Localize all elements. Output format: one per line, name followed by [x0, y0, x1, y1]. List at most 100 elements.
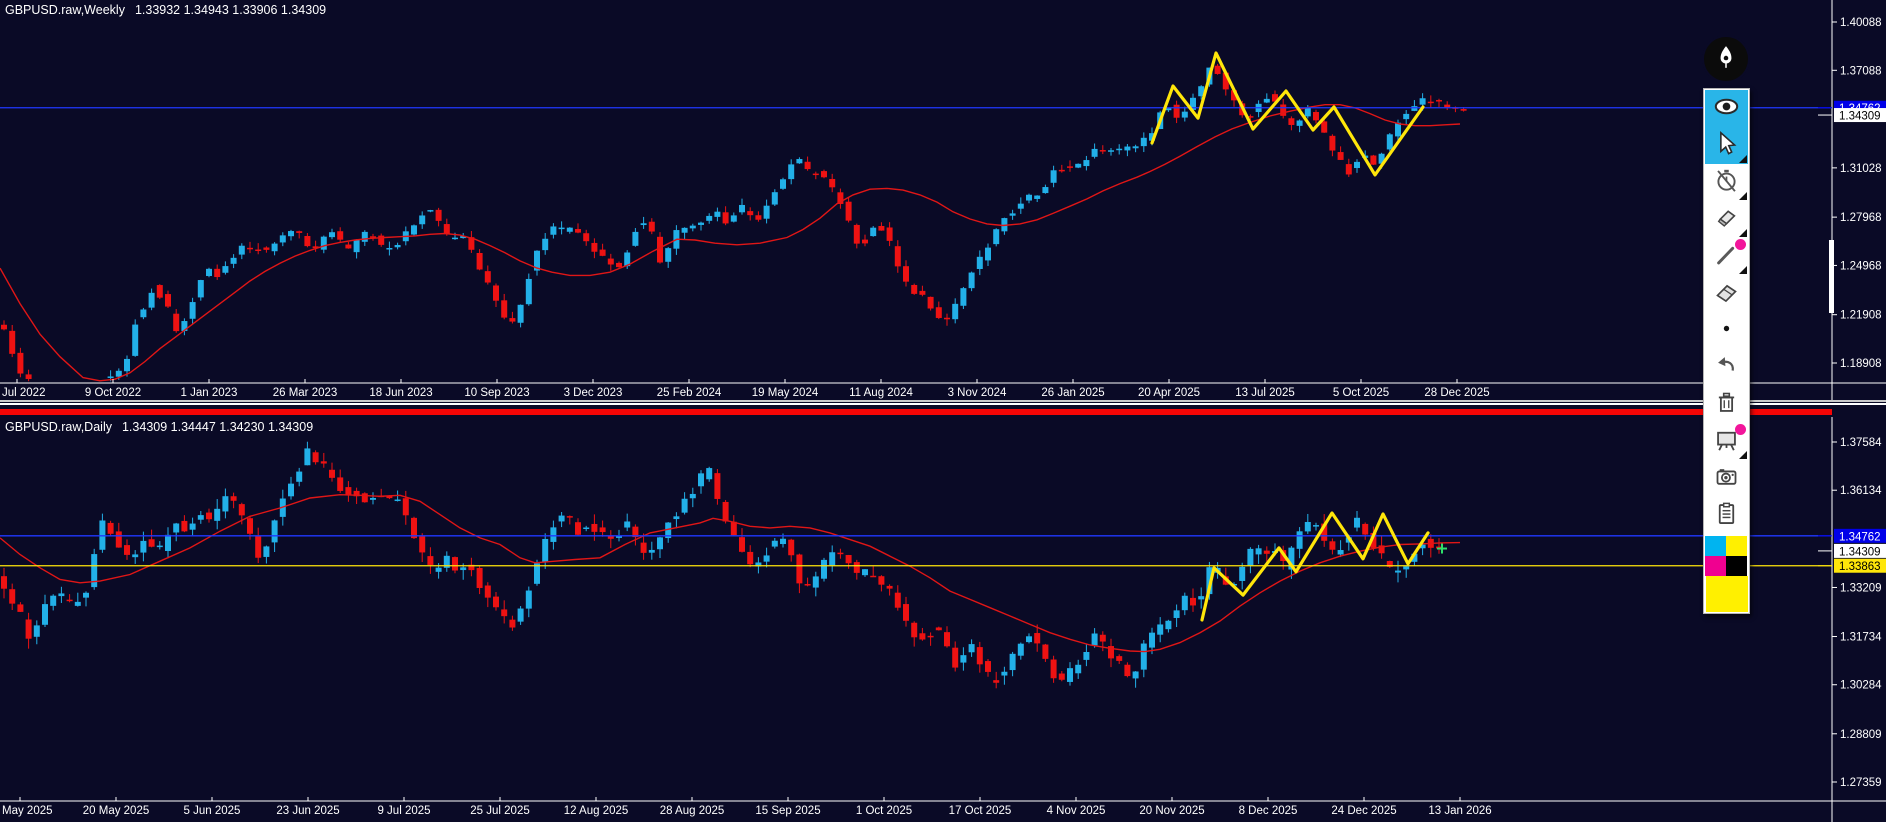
date-tick-label: 3 Nov 2024 — [948, 387, 1007, 399]
trash-icon — [1713, 389, 1740, 421]
active-color-swatch[interactable] — [1705, 576, 1748, 612]
date-tick-label: 3 Dec 2023 — [564, 387, 623, 399]
date-tick-label: 28 Dec 2025 — [1424, 387, 1489, 399]
date-tick-label: 5 Jun 2025 — [184, 805, 241, 817]
date-tick-label: 9 Jul 2025 — [377, 805, 430, 817]
chart-title-daily: GBPUSD.raw,Daily 1.34309 1.34447 1.34230 … — [5, 420, 313, 434]
pen-logo-button[interactable] — [1704, 37, 1748, 81]
candles-layer — [1, 441, 1442, 689]
clipboard-icon — [1713, 500, 1740, 532]
price-label-1.34309: 1.34309 — [1818, 543, 1886, 558]
board-tool[interactable] — [1705, 423, 1748, 460]
date-tick-label: 26 Jan 2025 — [1041, 387, 1104, 399]
symbol-period-label: GBPUSD.raw,Daily — [5, 420, 112, 434]
price-label-1.33863: 1.33863 — [1818, 558, 1886, 573]
camera-icon — [1713, 463, 1740, 495]
date-tick-label: 1 Oct 2025 — [856, 805, 912, 817]
date-tick-label: 20 Apr 2025 — [1138, 387, 1200, 399]
price-tick-label: 1.24968 — [1840, 260, 1882, 272]
date-tick-label: 28 Aug 2025 — [660, 805, 725, 817]
price-label-1.34309: 1.34309 — [1818, 108, 1886, 123]
svg-text:1.34309: 1.34309 — [1839, 546, 1881, 558]
chart-title-weekly: GBPUSD.raw,Weekly 1.33932 1.34943 1.33906… — [5, 3, 326, 17]
separator-line — [0, 403, 1886, 405]
price-tick-label: 1.30284 — [1840, 680, 1882, 692]
cursor-tool[interactable] — [1705, 127, 1748, 164]
easel-icon — [1713, 426, 1740, 458]
stopwatch-off-icon — [1713, 167, 1740, 199]
svg-text:1.34309: 1.34309 — [1839, 111, 1881, 123]
zigzag-drawing[interactable] — [1150, 51, 1425, 177]
date-tick-label: 1 Jan 2023 — [181, 387, 238, 399]
marker-icon — [1713, 204, 1740, 236]
pink-dot-badge — [1735, 424, 1746, 435]
pen-nib-icon — [1713, 44, 1739, 75]
palette-color-swatch[interactable] — [1705, 536, 1726, 556]
timer-off-tool[interactable] — [1705, 164, 1748, 201]
price-tick-label: 1.28809 — [1840, 729, 1882, 741]
axes: 1.40088 1.37088 1.31028 1.27968 1.24968 1.219… — [0, 0, 1886, 400]
svg-text:1.33863: 1.33863 — [1839, 561, 1881, 573]
price-tick-label: 1.27359 — [1840, 777, 1882, 789]
price-tick-label: 1.18908 — [1840, 358, 1882, 370]
price-tick-label: 1.21908 — [1840, 310, 1882, 322]
moving-average-line — [0, 103, 1461, 382]
dot-tool[interactable] — [1705, 312, 1748, 349]
separator-line — [0, 400, 1886, 402]
date-tick-label: May 2025 — [2, 805, 53, 817]
date-tick-label: 18 Jun 2023 — [369, 387, 432, 399]
ohlc-values: 1.34309 1.34447 1.34230 1.34309 — [121, 420, 314, 434]
date-tick-label: 24 Dec 2025 — [1331, 805, 1396, 817]
chart-canvas-weekly[interactable]: 1.40088 1.37088 1.31028 1.27968 1.24968 1.219… — [0, 0, 1886, 400]
chart-pane-daily[interactable]: GBPUSD.raw,Daily 1.34309 1.34447 1.34230 … — [0, 417, 1886, 822]
date-tick-label: 13 Jul 2025 — [1235, 387, 1294, 399]
submenu-corner-icon — [1739, 266, 1747, 274]
date-tick-label: 19 May 2024 — [752, 387, 819, 399]
submenu-corner-icon — [1739, 451, 1747, 459]
date-tick-label: 12 Aug 2025 — [564, 805, 629, 817]
price-tick-label: 1.36134 — [1840, 485, 1882, 497]
chart-pane-weekly[interactable]: GBPUSD.raw,Weekly 1.33932 1.34943 1.33906… — [0, 0, 1886, 400]
clipboard-tool[interactable] — [1705, 497, 1748, 534]
price-tick-label: 1.40088 — [1840, 17, 1882, 29]
pen-tool[interactable] — [1705, 238, 1748, 275]
price-tick-label: 1.31028 — [1840, 163, 1882, 175]
date-tick-label: 23 Jun 2025 — [276, 805, 339, 817]
submenu-corner-icon — [1739, 229, 1747, 237]
price-label-1.34762: 1.34762 — [1818, 528, 1886, 543]
visibility-tool[interactable] — [1705, 90, 1748, 127]
price-tick-label: 1.37584 — [1840, 437, 1882, 449]
date-tick-label: 17 Oct 2025 — [949, 805, 1012, 817]
dot-icon — [1713, 315, 1740, 347]
palette-color-swatch[interactable] — [1726, 556, 1747, 576]
date-tick-label: 11 Aug 2024 — [849, 387, 913, 399]
date-tick-label: 25 Feb 2024 — [657, 387, 722, 399]
date-tick-label: 20 Nov 2025 — [1139, 805, 1204, 817]
screenshot-tool[interactable] — [1705, 460, 1748, 497]
chart-canvas-daily[interactable]: 1.37584 1.36134 1.33209 1.31734 1.30284 1.288… — [0, 417, 1886, 822]
date-tick-label: 5 Oct 2025 — [1333, 387, 1389, 399]
delete-tool[interactable] — [1705, 386, 1748, 423]
pink-dot-badge — [1735, 239, 1746, 250]
axes: 1.37584 1.36134 1.33209 1.31734 1.30284 1.288… — [0, 417, 1886, 822]
axis-scrollbar-thumb[interactable] — [1829, 240, 1834, 313]
undo-tool[interactable] — [1705, 349, 1748, 386]
eraser-tool[interactable] — [1705, 275, 1748, 312]
plus-marker[interactable] — [1437, 543, 1447, 554]
candles-layer — [1, 63, 1467, 382]
palette-color-swatch[interactable] — [1726, 536, 1747, 556]
zigzag-drawing[interactable] — [1200, 511, 1430, 622]
drawing-toolbar — [1703, 88, 1750, 614]
moving-average-line — [0, 493, 1461, 653]
date-tick-label: 25 Jul 2025 — [470, 805, 529, 817]
submenu-corner-icon — [1739, 192, 1747, 200]
date-tick-label: 9 Oct 2022 — [85, 387, 141, 399]
svg-text:1.34762: 1.34762 — [1839, 531, 1881, 543]
marker-tool[interactable] — [1705, 201, 1748, 238]
ohlc-values: 1.33932 1.34943 1.33906 1.34309 — [134, 3, 327, 17]
price-tick-label: 1.33209 — [1840, 582, 1882, 594]
palette-color-swatch[interactable] — [1705, 556, 1726, 576]
undo-arrow-icon — [1713, 352, 1740, 384]
price-tick-label: 1.37088 — [1840, 65, 1882, 77]
eraser-icon — [1713, 278, 1740, 310]
